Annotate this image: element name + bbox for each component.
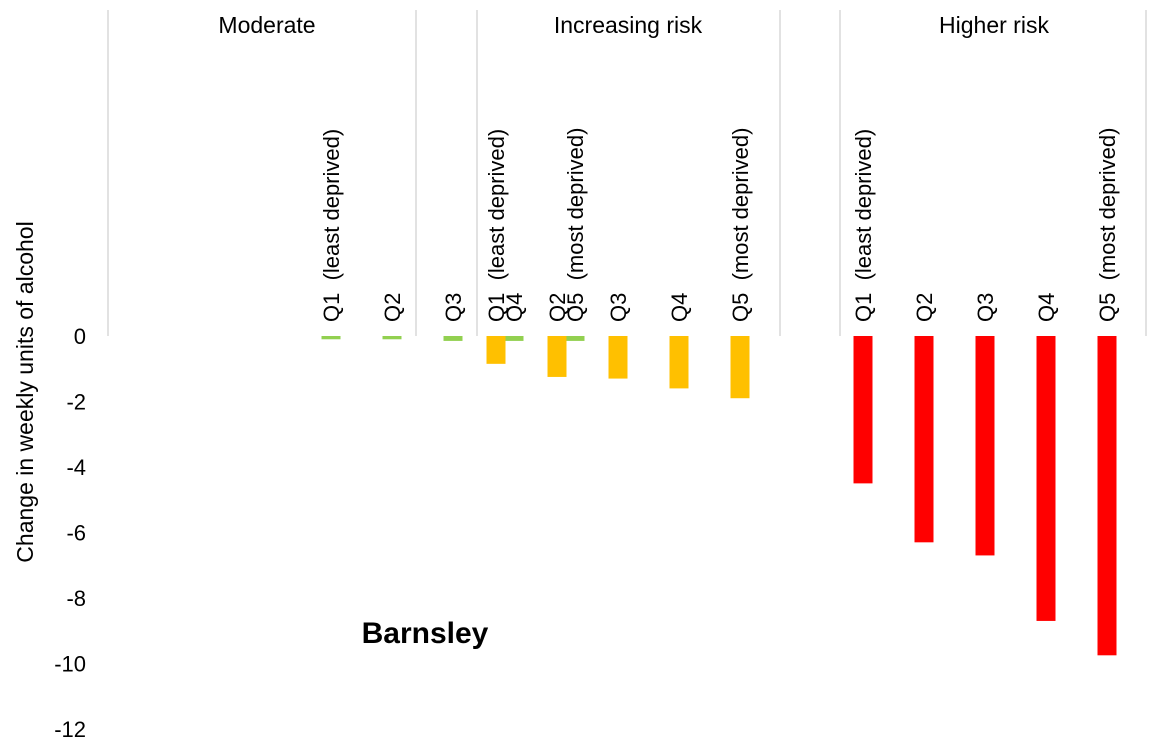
bar	[504, 336, 524, 341]
bar	[565, 336, 585, 341]
labels-layer: 0 -2 -4 -6 -8 -10 -12 Moderate Q1 (least deprive…	[54, 12, 1120, 742]
y-tick-label: -8	[66, 586, 86, 611]
category-label: Q4	[502, 293, 527, 322]
category-label: Q1 (least deprived)	[319, 129, 344, 322]
category-label: Q2	[380, 293, 405, 322]
bar	[486, 336, 506, 364]
bar	[382, 336, 402, 340]
group-label: Moderate	[218, 12, 315, 38]
y-tick-label: 0	[74, 324, 86, 349]
category-label: Q3	[606, 293, 631, 322]
category-label: Q3	[441, 293, 466, 322]
y-tick-label: -2	[66, 390, 86, 415]
group-label: Higher risk	[939, 12, 1049, 38]
category-label: Q4	[1034, 293, 1059, 322]
bar	[547, 336, 567, 377]
bar	[1097, 336, 1117, 656]
category-label: Q1 (least deprived)	[484, 129, 509, 322]
bar	[608, 336, 628, 379]
bar	[730, 336, 750, 399]
chart-annotation: Barnsley	[362, 617, 489, 650]
bars-layer	[321, 336, 1117, 656]
category-label: Q1 (least deprived)	[851, 129, 876, 322]
category-label: Q4	[667, 293, 692, 322]
group-header-frame	[107, 10, 1147, 336]
y-tick-label: -12	[54, 717, 86, 742]
category-label: Q5 (most deprived)	[728, 128, 753, 322]
bar	[853, 336, 873, 484]
y-tick-label: -6	[66, 521, 86, 546]
y-axis-label: Change in weekly units of alcohol	[12, 221, 38, 562]
category-label: Q5 (most deprived)	[1095, 128, 1120, 322]
bar	[443, 336, 463, 341]
bar	[1036, 336, 1056, 621]
category-label: Q3	[973, 293, 998, 322]
category-label: Q2	[545, 293, 570, 322]
bar	[975, 336, 995, 556]
y-tick-label: -10	[54, 652, 86, 677]
group-label: Increasing risk	[554, 12, 703, 38]
bar	[914, 336, 934, 543]
bar	[321, 336, 341, 340]
category-label: Q5 (most deprived)	[563, 128, 588, 322]
y-tick-label: -4	[66, 455, 86, 480]
category-label: Q2	[912, 293, 937, 322]
bar	[669, 336, 689, 389]
